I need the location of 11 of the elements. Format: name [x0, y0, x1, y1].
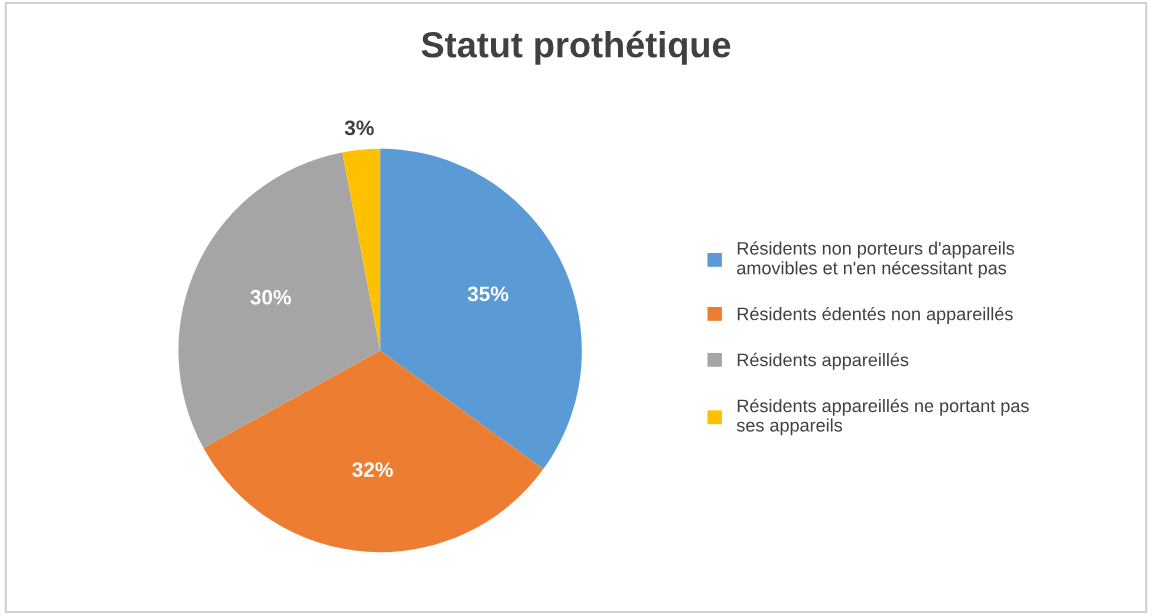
legend-label: Résidents non porteurs d'appareils amovibles et n'en nécessitant pas — [737, 241, 1015, 278]
pie-slice — [178, 152, 381, 448]
data-label: 30% — [250, 289, 291, 305]
legend-label: Résidents édentés non appareillés — [737, 306, 1013, 324]
legend-label: Résidents appareillés ne portant pas ses appareils — [736, 398, 1029, 436]
data-label: 3% — [344, 120, 374, 136]
pie-slice — [203, 350, 544, 553]
data-label: 32% — [352, 462, 393, 477]
chart-title: Statut prothétique — [421, 30, 731, 65]
data-label: 35% — [467, 286, 509, 302]
legend-label: Résidents appareillés — [737, 352, 909, 370]
